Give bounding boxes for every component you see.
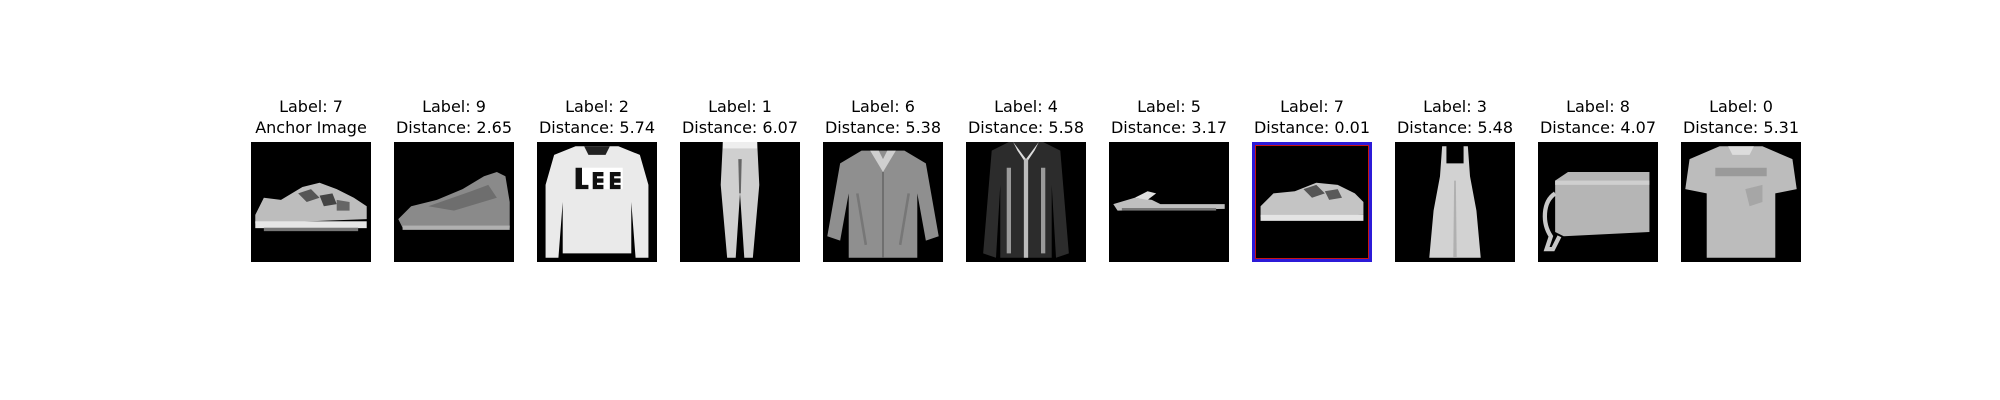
sneaker-icon — [255, 182, 367, 232]
panel-title: Label: 6 Distance: 5.38 — [783, 96, 983, 138]
panel-7-match: Label: 7 Distance: 0.01 — [1252, 0, 1372, 400]
panel-title: Label: 3 Distance: 5.48 — [1355, 96, 1555, 138]
panel-label: Label: 8 — [1566, 97, 1630, 116]
sneaker-icon — [1260, 182, 1364, 221]
panel-9: Label: 8 Distance: 4.07 — [1538, 0, 1658, 400]
anchor-image — [251, 142, 371, 262]
panel-caption: Distance: 4.07 — [1539, 118, 1657, 137]
panel-6: Label: 5 Distance: 3.17 — [1109, 0, 1229, 400]
neighbor-image — [966, 142, 1086, 262]
panel-title: Label: 1 Distance: 6.07 — [640, 96, 840, 138]
neighbor-image — [394, 142, 514, 262]
panel-title: Label: 5 Distance: 3.17 — [1069, 96, 1269, 138]
panel-1: Label: 9 Distance: 2.65 — [394, 0, 514, 400]
panel-label: Label: 4 — [994, 97, 1058, 116]
panel-label: Label: 6 — [851, 97, 915, 116]
panel-caption: Distance: 5.48 — [1396, 118, 1514, 137]
panel-title: Label: 8 Distance: 4.07 — [1498, 96, 1698, 138]
panel-2: Label: 2 Distance: 5.74 — [537, 0, 657, 400]
panel-label: Label: 9 — [422, 97, 486, 116]
panel-caption: Distance: 5.74 — [538, 118, 656, 137]
ankle-boot-icon — [398, 172, 510, 230]
neighbor-image — [680, 142, 800, 262]
panel-caption: Distance: 2.65 — [395, 118, 513, 137]
shirt-icon — [827, 150, 939, 258]
neighbor-image — [1109, 142, 1229, 262]
panel-caption: Distance: 0.01 — [1253, 118, 1371, 137]
panel-3: Label: 1 Distance: 6.07 — [680, 0, 800, 400]
panel-label: Label: 5 — [1137, 97, 1201, 116]
panel-label: Label: 1 — [708, 97, 772, 116]
panel-title: Label: 7 Distance: 0.01 — [1212, 96, 1412, 138]
panel-title: Label: 4 Distance: 5.58 — [926, 96, 1126, 138]
panel-10: Label: 0 Distance: 5.31 — [1681, 0, 1801, 400]
panel-caption: Distance: 6.07 — [681, 118, 799, 137]
neighbor-image — [823, 142, 943, 262]
panel-8: Label: 3 Distance: 5.48 — [1395, 0, 1515, 400]
panel-4: Label: 6 Distance: 5.38 — [823, 0, 943, 400]
panel-label: Label: 0 — [1709, 97, 1773, 116]
panel-caption: Anchor Image — [255, 118, 367, 137]
matched-image — [1252, 142, 1372, 262]
panel-caption: Distance: 5.38 — [824, 118, 942, 137]
panel-caption: Distance: 3.17 — [1110, 118, 1228, 137]
neighbor-image — [1681, 142, 1801, 262]
panel-title: Label: 0 Distance: 5.31 — [1641, 96, 1841, 138]
tshirt-icon — [1685, 146, 1797, 258]
dress-icon — [1429, 146, 1481, 258]
panel-anchor: Label: 7 Anchor Image — [251, 0, 371, 400]
panel-title: Label: 9 Distance: 2.65 — [354, 96, 554, 138]
bag-icon — [1542, 172, 1650, 252]
pullover-icon — [545, 146, 649, 258]
panel-title: Label: 7 Anchor Image — [211, 96, 411, 138]
panel-label: Label: 7 — [279, 97, 343, 116]
trouser-icon — [720, 142, 760, 258]
panel-label: Label: 3 — [1423, 97, 1487, 116]
panel-5: Label: 4 Distance: 5.58 — [966, 0, 1086, 400]
panel-label: Label: 2 — [565, 97, 629, 116]
sandal-icon — [1113, 191, 1225, 211]
coat-icon — [983, 142, 1069, 258]
panel-caption: Distance: 5.31 — [1682, 118, 1800, 137]
neighbor-image — [1395, 142, 1515, 262]
neighbor-image — [537, 142, 657, 262]
panel-label: Label: 7 — [1280, 97, 1344, 116]
neighbor-image — [1538, 142, 1658, 262]
panel-title: Label: 2 Distance: 5.74 — [497, 96, 697, 138]
panel-caption: Distance: 5.58 — [967, 118, 1085, 137]
